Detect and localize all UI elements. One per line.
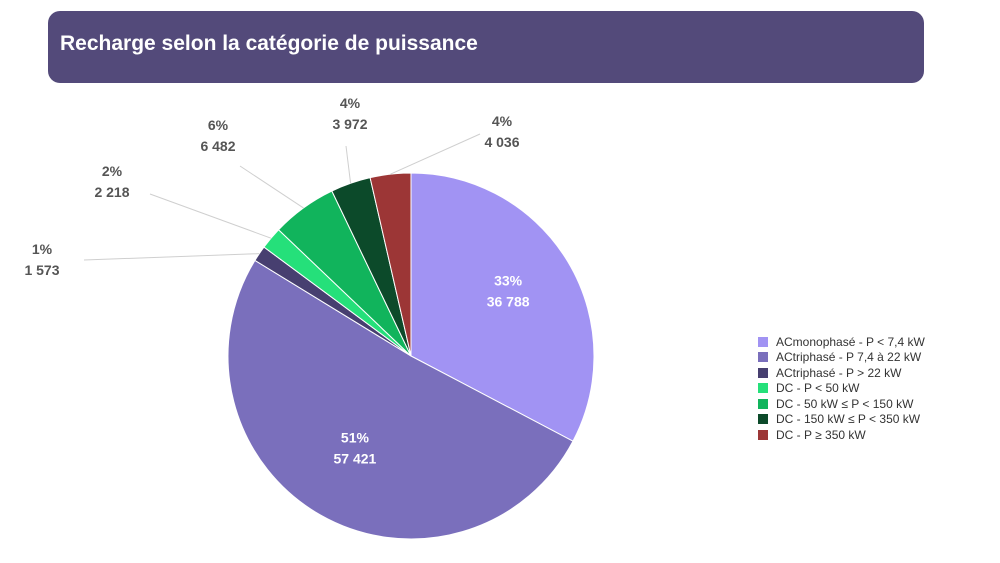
legend-label-0: ACmonophasé - P < 7,4 kW xyxy=(776,334,925,349)
percent-label-4: 6% xyxy=(208,117,229,133)
legend-label-3: DC - P < 50 kW xyxy=(776,381,860,396)
leader-line-3 xyxy=(149,193,272,239)
legend-item-5: DC - 150 kW ≤ P < 350 kW xyxy=(758,412,925,428)
page-title: Recharge selon la catégorie de puissance xyxy=(60,32,478,55)
value-label-4: 6 482 xyxy=(200,138,235,154)
title-bar: Recharge selon la catégorie de puissance xyxy=(48,11,924,83)
value-label-0: 36 788 xyxy=(487,293,530,309)
legend-item-1: ACtriphasé - P 7,4 à 22 kW xyxy=(758,350,925,366)
legend-label-2: ACtriphasé - P > 22 kW xyxy=(776,365,902,380)
legend-swatch-3 xyxy=(758,383,768,394)
legend-swatch-0 xyxy=(758,336,768,347)
leader-line-2 xyxy=(83,253,260,261)
legend-swatch-2 xyxy=(758,367,768,378)
legend-swatch-5 xyxy=(758,414,768,425)
legend-swatch-4 xyxy=(758,398,768,409)
percent-label-2: 1% xyxy=(32,241,53,257)
value-label-1: 57 421 xyxy=(334,451,377,467)
percent-label-5: 4% xyxy=(340,95,361,111)
legend-label-1: ACtriphasé - P 7,4 à 22 kW xyxy=(776,350,922,365)
legend-label-6: DC - P ≥ 350 kW xyxy=(776,427,866,442)
chart-legend: ACmonophasé - P < 7,4 kW ACtriphasé - P 7… xyxy=(758,334,925,443)
pie-slice-0 xyxy=(410,172,595,442)
legend-swatch-1 xyxy=(758,352,768,363)
legend-item-4: DC - 50 kW ≤ P < 150 kW xyxy=(758,396,925,412)
legend-item-2: ACtriphasé - P > 22 kW xyxy=(758,365,925,381)
legend-item-0: ACmonophasé - P < 7,4 kW xyxy=(758,334,925,350)
percent-label-3: 2% xyxy=(102,163,123,179)
pie-slice-1 xyxy=(227,259,574,540)
value-label-3: 2 218 xyxy=(94,184,129,200)
percent-label-1: 51% xyxy=(341,430,370,446)
legend-label-4: DC - 50 kW ≤ P < 150 kW xyxy=(776,396,914,411)
legend-label-5: DC - 150 kW ≤ P < 350 kW xyxy=(776,412,921,427)
value-label-6: 4 036 xyxy=(484,134,519,150)
legend-swatch-6 xyxy=(758,429,768,440)
percent-label-0: 33% xyxy=(494,272,523,288)
leader-line-6 xyxy=(390,133,481,175)
leader-line-5 xyxy=(345,145,352,184)
value-label-5: 3 972 xyxy=(332,116,367,132)
legend-item-6: DC - P ≥ 350 kW xyxy=(758,427,925,443)
pie-slice-6 xyxy=(369,172,412,357)
legend-item-3: DC - P < 50 kW xyxy=(758,381,925,397)
percent-label-6: 4% xyxy=(492,113,513,129)
value-label-2: 1 573 xyxy=(24,262,59,278)
leader-line-4 xyxy=(239,165,304,209)
